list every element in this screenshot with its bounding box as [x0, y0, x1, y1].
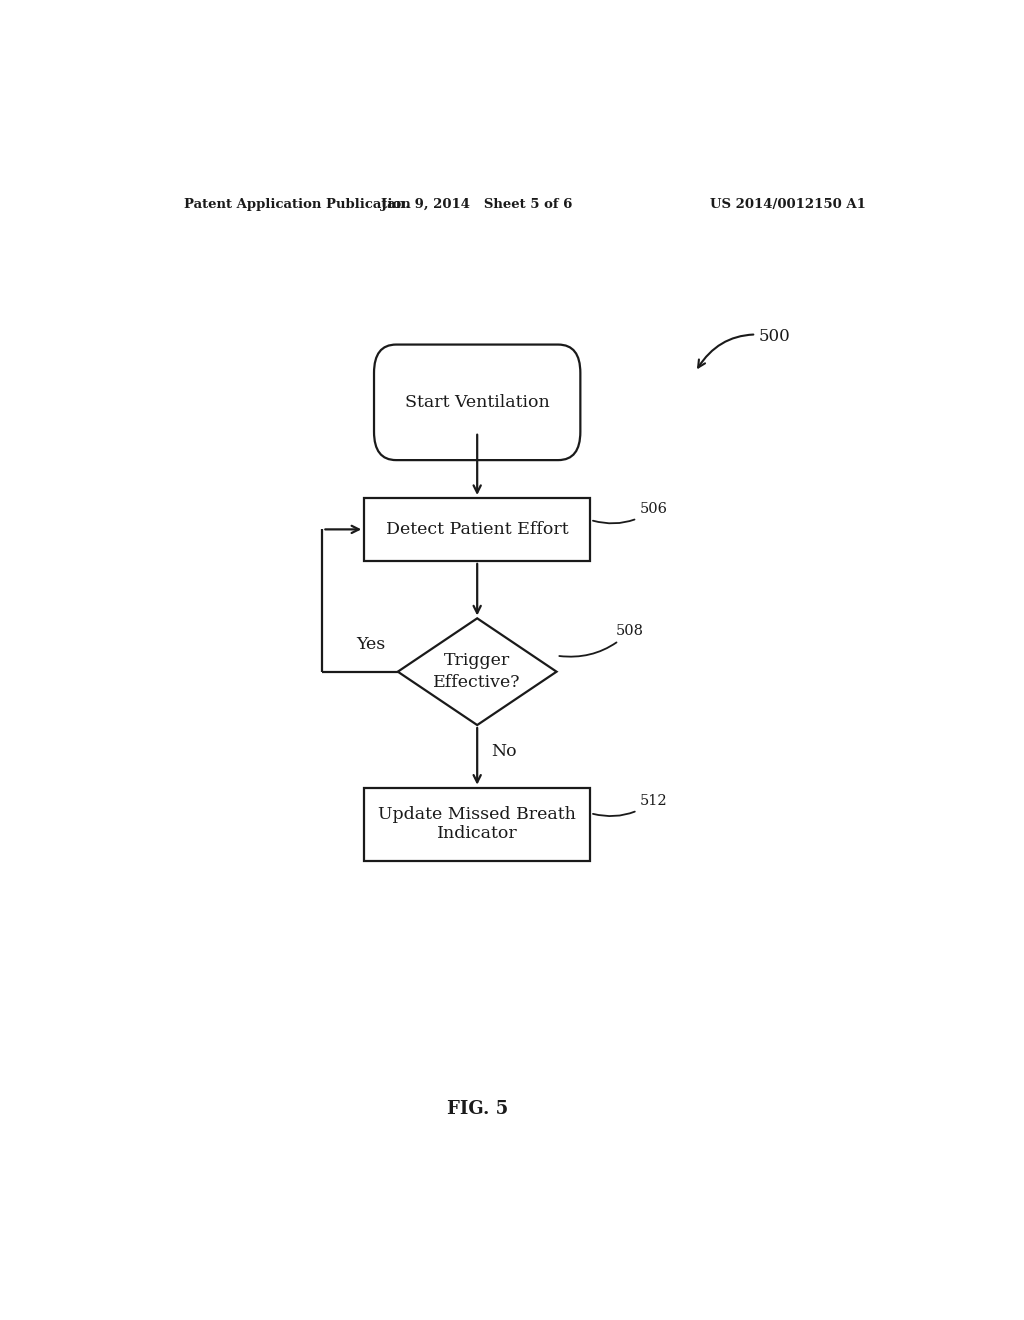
Text: Yes: Yes: [356, 636, 386, 653]
Polygon shape: [397, 618, 557, 725]
Text: 506: 506: [593, 502, 668, 523]
Text: Update Missed Breath
Indicator: Update Missed Breath Indicator: [378, 805, 577, 842]
Text: 500: 500: [698, 327, 791, 367]
Text: Trigger
Effective?: Trigger Effective?: [433, 652, 521, 692]
Text: No: No: [492, 743, 517, 760]
Text: Start Ventilation: Start Ventilation: [404, 393, 550, 411]
Text: US 2014/0012150 A1: US 2014/0012150 A1: [711, 198, 866, 211]
Text: 508: 508: [559, 624, 644, 656]
Text: Jan. 9, 2014   Sheet 5 of 6: Jan. 9, 2014 Sheet 5 of 6: [382, 198, 572, 211]
Text: FIG. 5: FIG. 5: [446, 1100, 508, 1118]
FancyBboxPatch shape: [365, 788, 590, 861]
Text: Patent Application Publication: Patent Application Publication: [183, 198, 411, 211]
Text: Detect Patient Effort: Detect Patient Effort: [386, 521, 568, 537]
FancyBboxPatch shape: [365, 498, 590, 561]
Text: 512: 512: [593, 793, 668, 816]
FancyBboxPatch shape: [374, 345, 581, 461]
